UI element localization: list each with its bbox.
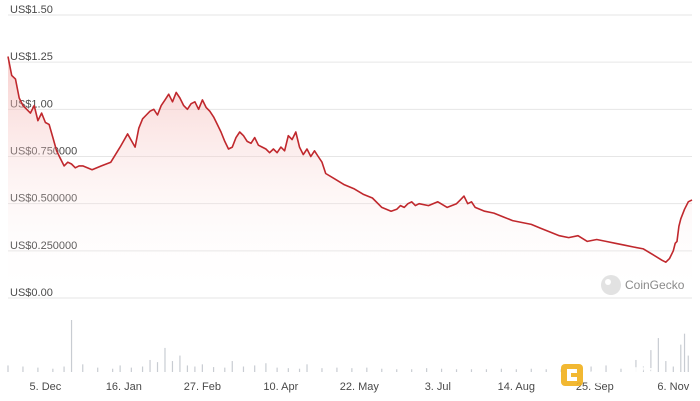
volume-bar	[70, 320, 73, 372]
volume-bar	[683, 333, 686, 372]
volume-bar	[336, 367, 338, 372]
x-tick-label: 25. Sep	[576, 381, 614, 393]
price-area	[8, 56, 692, 298]
volume-bar	[141, 366, 144, 372]
y-tick-label: US$1.25	[10, 51, 53, 63]
volume-bar	[276, 367, 278, 372]
coingecko-watermark: CoinGecko	[601, 275, 685, 295]
volume-bar	[164, 347, 166, 372]
volume-bar	[265, 363, 267, 372]
volume-bar	[212, 367, 215, 372]
volume-bar	[63, 366, 65, 372]
x-tick-label: 27. Feb	[184, 381, 221, 393]
x-axis-ticks: 5. Dec 16. Jan 27. Feb 10. Apr 22. May 3. Jul…	[29, 381, 689, 393]
volume-bar	[149, 359, 151, 372]
volume-bar	[620, 368, 622, 372]
volume-bar	[194, 366, 196, 372]
volume-bar	[426, 368, 428, 372]
volume-bar	[470, 369, 473, 372]
volume-bar	[687, 355, 689, 372]
volume-bar	[231, 361, 233, 372]
volume-bar	[366, 367, 368, 372]
volume-bar	[298, 368, 301, 372]
volume-bar	[242, 366, 245, 372]
volume-bar	[396, 369, 398, 372]
volume-bar	[254, 365, 256, 372]
volume-bar	[186, 365, 189, 372]
x-tick-label: 6. Nov	[657, 381, 689, 393]
volume-bar	[171, 361, 174, 372]
jinse-logo-icon	[561, 364, 583, 386]
x-tick-label: 16. Jan	[106, 381, 142, 393]
volume-bar	[381, 368, 383, 372]
gecko-logo-icon	[601, 275, 621, 295]
x-tick-label: 5. Dec	[29, 381, 61, 393]
volume-bar	[351, 368, 353, 372]
volume-bar	[665, 361, 667, 372]
volume-bar	[306, 364, 308, 372]
volume-bar	[635, 359, 637, 372]
price-line-group	[7, 56, 693, 263]
volume-bar	[650, 350, 652, 372]
volume-bar	[455, 369, 458, 372]
volume-bar	[179, 355, 181, 372]
volume-bar	[657, 338, 659, 372]
volume-bar	[530, 368, 532, 372]
price-line	[7, 56, 693, 263]
x-tick-label: 14. Aug	[498, 381, 535, 393]
coingecko-label: CoinGecko	[625, 278, 685, 292]
x-tick-label: 22. May	[340, 381, 380, 393]
volume-bar	[485, 369, 488, 372]
volume-bar	[37, 367, 39, 372]
volume-bar	[590, 366, 592, 372]
volume-bar	[52, 368, 54, 372]
volume-bar	[605, 365, 607, 372]
volume-bar	[287, 368, 289, 372]
volume-bar	[82, 364, 84, 372]
volume-bar	[642, 366, 645, 372]
volume-bar	[411, 369, 413, 372]
price-area-fill	[8, 56, 692, 298]
volume-bar	[97, 367, 99, 372]
volume-bar	[545, 369, 547, 372]
volume-bar	[515, 369, 517, 372]
volume-bar	[680, 344, 682, 372]
volume-bar	[156, 362, 159, 372]
x-tick-label: 10. Apr	[263, 381, 298, 393]
volume-bars	[7, 320, 689, 372]
volume-bar	[440, 368, 443, 372]
volume-bar	[22, 366, 24, 372]
volume-bar	[7, 365, 9, 372]
volume-bar	[500, 368, 502, 372]
volume-bar	[201, 364, 203, 372]
volume-bar	[112, 368, 114, 372]
volume-bar	[130, 367, 132, 372]
x-tick-label: 3. Jul	[425, 381, 451, 393]
volume-bar	[224, 367, 226, 372]
jinse-watermark: 金色财经	[561, 364, 656, 387]
y-tick-label: US$1.50	[10, 4, 53, 16]
volume-bar	[119, 365, 121, 372]
volume-bar	[321, 368, 323, 372]
jinse-label: 金色财经	[587, 366, 656, 387]
volume-bar	[672, 366, 674, 372]
